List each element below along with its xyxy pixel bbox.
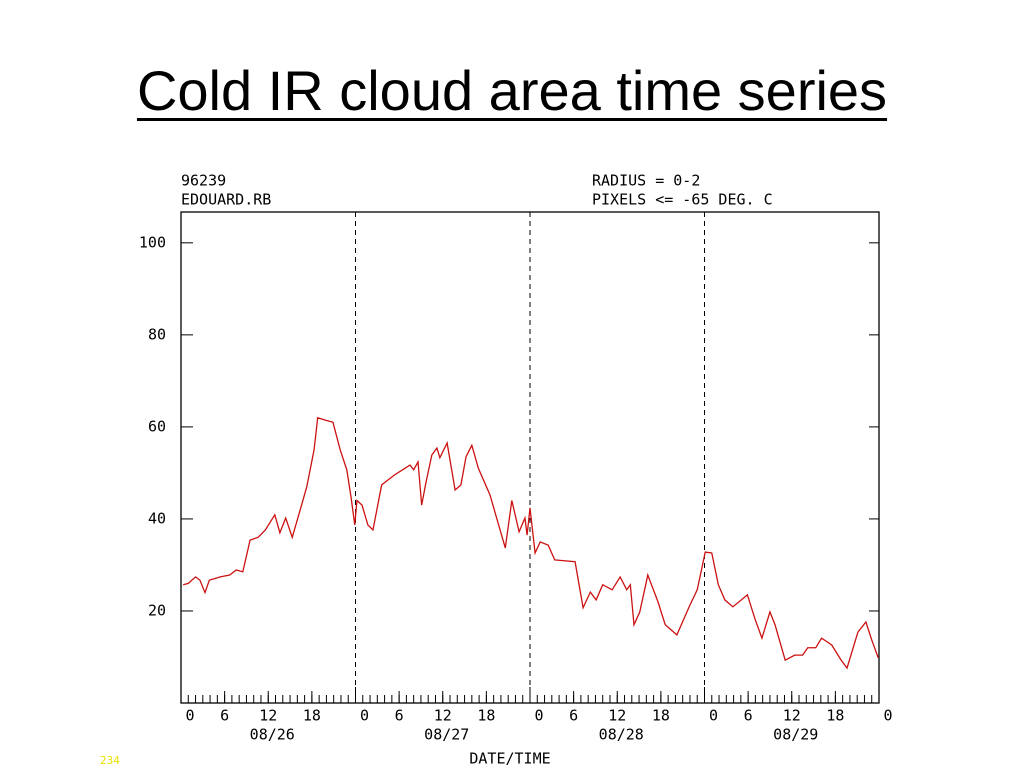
date-label: 08/29 — [773, 726, 818, 744]
page-number: 234 — [100, 754, 120, 767]
x-tick-label: 18 — [652, 707, 670, 725]
x-tick-label: 0 — [883, 707, 892, 725]
x-tick-label: 0 — [534, 707, 543, 725]
date-label: 08/27 — [424, 726, 469, 744]
header-left: EDOUARD.RB — [181, 191, 271, 209]
x-tick-label: 18 — [826, 707, 844, 725]
header-right: RADIUS = 0-2 — [592, 172, 700, 190]
x-tick-label: 0 — [185, 707, 194, 725]
x-tick-label: 0 — [360, 707, 369, 725]
y-tick-label: 80 — [148, 325, 166, 343]
x-tick-label: 12 — [783, 707, 801, 725]
x-tick-label: 12 — [259, 707, 277, 725]
x-tick-label: 0 — [709, 707, 718, 725]
date-label: 08/28 — [599, 726, 644, 744]
x-tick-label: 12 — [608, 707, 626, 725]
x-tick-label: 6 — [744, 707, 753, 725]
y-tick-label: 60 — [148, 417, 166, 435]
x-tick-label: 12 — [434, 707, 452, 725]
y-tick-label: 100 — [139, 233, 166, 251]
y-tick-label: 40 — [148, 509, 166, 527]
x-tick-label: 6 — [220, 707, 229, 725]
slide-title: Cold IR cloud area time series — [136, 59, 888, 122]
x-tick-label: 18 — [303, 707, 321, 725]
x-tick-label: 6 — [395, 707, 404, 725]
x-tick-label: 6 — [569, 707, 578, 725]
y-tick-label: 20 — [148, 601, 166, 619]
x-axis-label: DATE/TIME — [469, 750, 550, 768]
header-right: PIXELS <= -65 DEG. C — [592, 191, 773, 209]
x-tick-label: 18 — [477, 707, 495, 725]
date-label: 08/26 — [250, 726, 295, 744]
header-left: 96239 — [181, 172, 226, 190]
series-line — [183, 416, 879, 670]
